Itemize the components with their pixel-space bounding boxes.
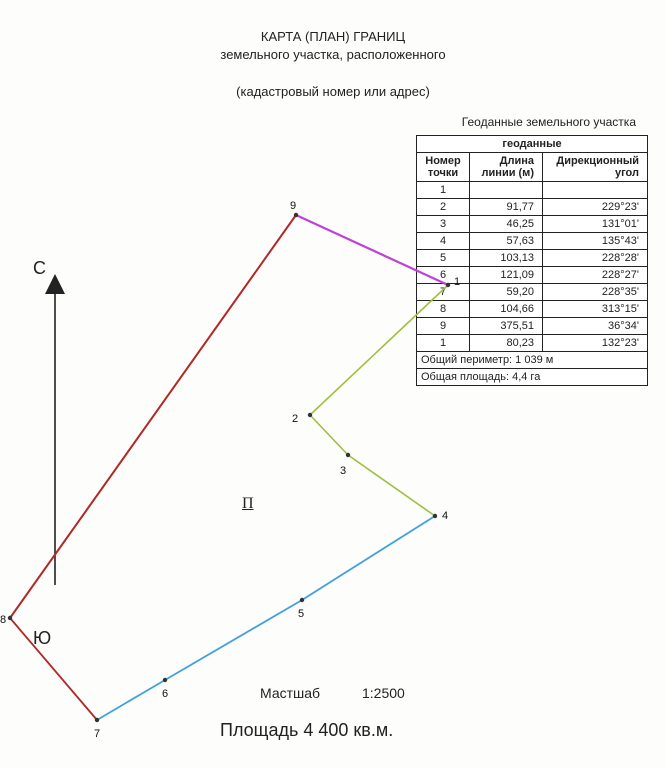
boundary-edge (310, 285, 448, 415)
boundary-edge (348, 455, 435, 516)
node-label: 5 (298, 608, 304, 620)
node-label: 7 (94, 728, 100, 740)
boundary-edge (10, 618, 97, 720)
boundary-plot (0, 0, 666, 768)
node-label: 9 (290, 200, 296, 212)
boundary-node (95, 718, 99, 722)
boundary-node (294, 213, 298, 217)
node-label: 8 (0, 614, 6, 626)
node-label: 6 (162, 688, 168, 700)
boundary-edge (302, 516, 435, 600)
boundary-node (446, 283, 450, 287)
boundary-edge (165, 600, 302, 680)
boundary-node (346, 453, 350, 457)
boundary-edge (296, 215, 448, 285)
node-label: 1 (454, 276, 460, 288)
boundary-node (163, 678, 167, 682)
boundary-edge (10, 215, 296, 618)
boundary-edge (97, 680, 165, 720)
node-label: 2 (292, 413, 298, 425)
boundary-node (300, 598, 304, 602)
boundary-node (433, 514, 437, 518)
boundary-node (308, 413, 312, 417)
node-label: 3 (340, 465, 346, 477)
compass-arrow-head (45, 274, 65, 294)
node-label: 4 (442, 510, 448, 522)
boundary-node (8, 616, 12, 620)
boundary-edge (310, 415, 348, 455)
